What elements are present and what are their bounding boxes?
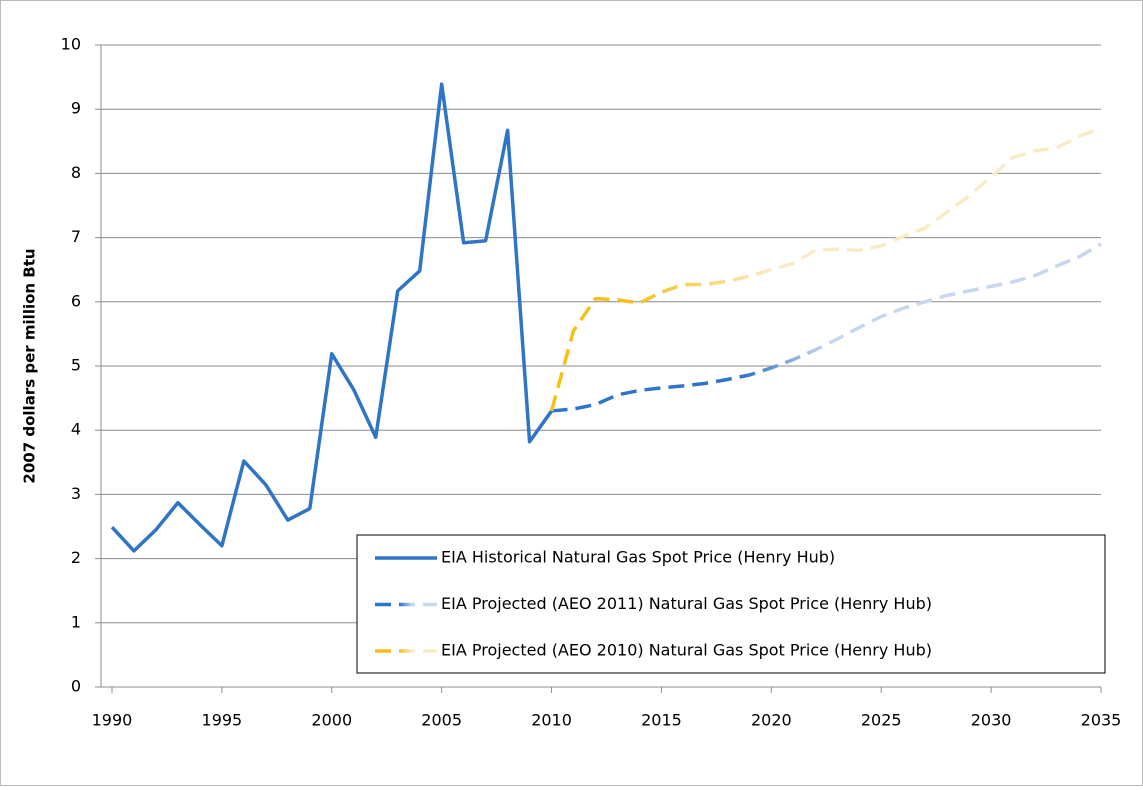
- x-tick-label: 2035: [1081, 711, 1122, 730]
- y-tick-label: 0: [71, 677, 81, 696]
- legend-box: [356, 534, 1106, 674]
- x-tick-label: 2005: [421, 711, 462, 730]
- x-tick-label: 1995: [202, 711, 243, 730]
- x-tick-label: 2025: [861, 711, 902, 730]
- y-tick-label: 9: [71, 99, 81, 118]
- x-tick-label: 2030: [971, 711, 1012, 730]
- series-line: [551, 242, 1102, 413]
- legend-label: EIA Historical Natural Gas Spot Price (H…: [441, 548, 835, 567]
- x-tick-label: 1990: [92, 711, 133, 730]
- series-line: [549, 126, 1102, 412]
- y-tick-label: 7: [71, 227, 81, 246]
- series-line: [110, 82, 553, 553]
- y-tick-label: 2: [71, 548, 81, 567]
- y-tick-label: 6: [71, 291, 81, 310]
- x-tick-label: 2020: [751, 711, 792, 730]
- y-tick-label: 4: [71, 420, 81, 439]
- legend-label: EIA Projected (AEO 2010) Natural Gas Spo…: [441, 641, 932, 660]
- y-tick-label: 8: [71, 163, 81, 182]
- x-tick-label: 2015: [641, 711, 682, 730]
- y-tick-label: 3: [71, 484, 81, 503]
- x-tick-label: 2000: [311, 711, 352, 730]
- x-tick-label: 2010: [531, 711, 572, 730]
- y-tick-label: 10: [61, 35, 81, 54]
- legend-label: EIA Projected (AEO 2011) Natural Gas Spo…: [441, 594, 932, 613]
- y-tick-label: 1: [71, 612, 81, 631]
- y-tick-label: 5: [71, 356, 81, 375]
- y-axis-label: 2007 dollars per million Btu: [21, 248, 39, 483]
